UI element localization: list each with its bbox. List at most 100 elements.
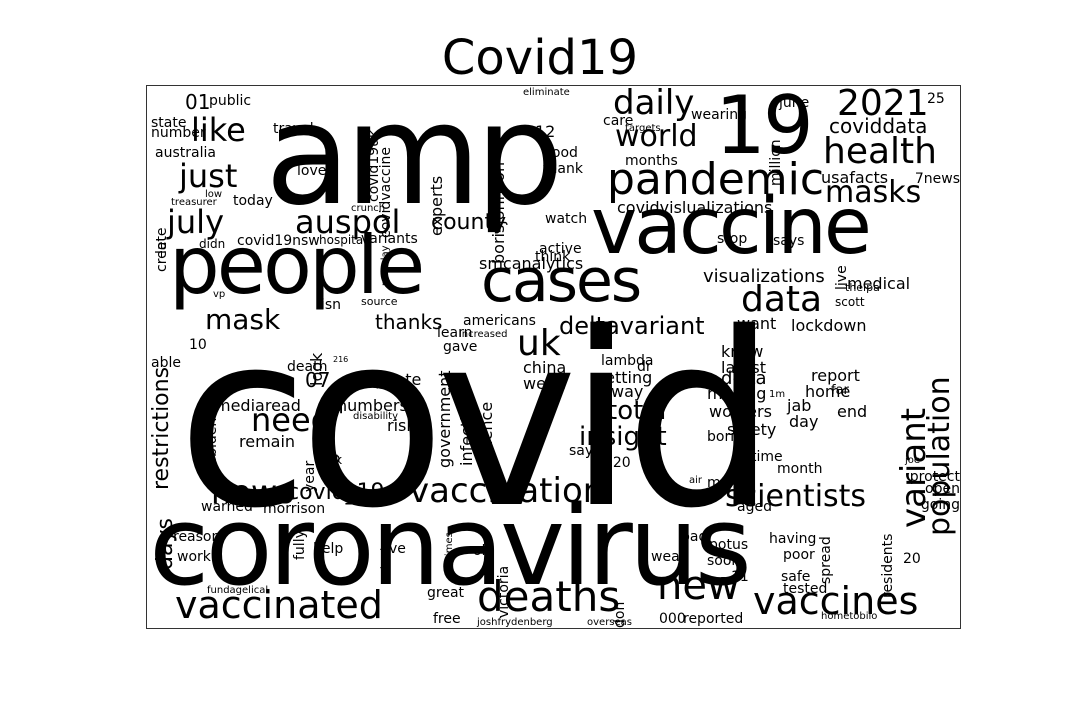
word-2021: 2021	[837, 85, 929, 124]
word-wearing: wearing	[691, 107, 748, 123]
word-job: job	[319, 451, 341, 467]
word-19: 19	[715, 85, 814, 172]
word-numbers: numbers	[337, 396, 408, 415]
word-work: work	[177, 549, 211, 565]
word-number: number	[151, 125, 206, 141]
word-make: make	[707, 475, 746, 491]
word-data: data	[741, 279, 823, 320]
word-travel: travel	[273, 121, 314, 137]
word-live: live	[834, 265, 850, 290]
word-science: science	[477, 401, 496, 462]
word-didn: didn	[199, 237, 226, 251]
word-state: state	[151, 115, 187, 131]
word-end: end	[837, 402, 868, 421]
word-help: help	[313, 541, 344, 557]
word-visualizations: visualizations	[703, 266, 825, 287]
word-day: day	[789, 412, 819, 431]
word-source: source	[361, 295, 398, 308]
word-having: having	[769, 531, 817, 547]
word-10: 10	[189, 337, 207, 353]
word-know: know	[721, 342, 764, 361]
word-fully: fully	[292, 530, 308, 560]
word-spread: spread	[818, 536, 834, 584]
word-experts: experts	[427, 175, 446, 236]
word-20: 20	[903, 551, 921, 567]
word-making: making	[707, 384, 767, 403]
word-vp: vp	[213, 289, 226, 300]
word-july: july	[167, 203, 224, 241]
word-auspol: auspol	[295, 203, 401, 241]
word-delta: delta	[721, 368, 767, 389]
word-june: june	[779, 95, 810, 111]
word-says: says	[773, 233, 805, 249]
word-county: county	[431, 210, 507, 235]
word-overseas: overseas	[587, 617, 632, 628]
word-cloud: covid amp coronavirus vaccine people cases 19 p…	[146, 85, 961, 629]
word-uk: uk	[517, 323, 561, 364]
word-health: health	[823, 131, 937, 172]
word-care: care	[603, 113, 634, 129]
word-new: new	[657, 563, 740, 609]
word-remain: remain	[239, 432, 296, 451]
word-hospital: hospital	[319, 233, 367, 247]
word-active: active	[539, 241, 582, 257]
word-times: times	[444, 532, 455, 560]
word-stop: stop	[717, 231, 748, 247]
word-lambda: lambda	[601, 353, 654, 369]
word-look: look	[307, 352, 326, 386]
word-fundagelical: fundagelical	[207, 585, 269, 596]
word-medical: medical	[847, 274, 911, 293]
word-000: 000	[659, 611, 686, 627]
word-daily: daily	[613, 85, 695, 123]
word-borisjohnson: borisjohnson	[489, 161, 508, 264]
word-people: people	[169, 219, 425, 312]
word-vaccine: vaccine	[591, 182, 872, 272]
word-hometobilo: hometobilo	[821, 611, 878, 622]
word-months: months	[625, 153, 678, 169]
word-china: china	[523, 358, 567, 377]
word-disability: disability	[353, 411, 398, 422]
word-mediaread: mediaread	[215, 396, 301, 415]
word-local: local	[380, 548, 390, 569]
word-free: free	[433, 611, 461, 627]
word-vaccinated: vaccinated	[175, 583, 383, 627]
word-great: great	[427, 585, 465, 601]
word-public: public	[209, 93, 252, 109]
word-masks: masks	[825, 175, 922, 210]
word-boris: boris	[707, 429, 742, 445]
word-thank: thank	[543, 161, 583, 177]
word-216: 216	[333, 355, 349, 364]
word-smcanalytics: smcanalytics	[479, 254, 584, 273]
word-report: report	[811, 366, 860, 385]
word-update: update	[365, 370, 422, 389]
word-wear: wear	[651, 549, 686, 565]
word-home: home	[805, 382, 851, 401]
word-total: total	[607, 396, 667, 426]
word-deaths: deaths	[477, 572, 621, 621]
word-vaccination: vaccination	[409, 471, 605, 511]
word-reason: reason	[173, 529, 221, 545]
word-watch: watch	[545, 211, 588, 227]
word-poor: poor	[783, 547, 815, 563]
word-coviddata: coviddata	[829, 114, 928, 138]
word-going: going	[920, 497, 960, 513]
word-01: 01	[185, 90, 211, 114]
word-covid-19: covid_19	[287, 480, 385, 505]
word-covid19uk: covid19uk	[366, 129, 382, 202]
word-sick: sick	[319, 453, 343, 467]
word-americans: americans	[463, 313, 536, 329]
word-warned: warned	[201, 499, 253, 515]
word-thanks: thanks	[375, 310, 443, 334]
word-love: love	[297, 163, 327, 179]
word-insight: insight	[579, 422, 667, 452]
word-ve: ve	[389, 541, 406, 557]
word-joebiden: joebiden	[204, 417, 220, 478]
word-death: death	[287, 359, 328, 375]
word-news: news	[211, 473, 294, 511]
word-bad: bad	[681, 529, 708, 545]
word-government: government	[435, 370, 454, 468]
word-theipa: theipa	[845, 281, 880, 294]
word-oh: oh	[473, 543, 491, 559]
word-just: just	[179, 157, 238, 195]
word-12: 12	[535, 122, 556, 141]
